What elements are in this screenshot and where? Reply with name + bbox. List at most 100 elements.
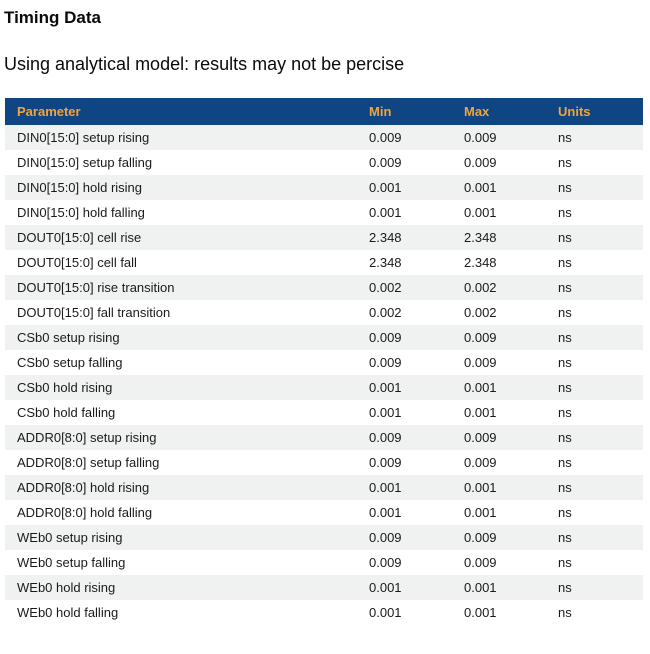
table-row: DOUT0[15:0] rise transition 0.002 0.002 ns	[5, 275, 643, 300]
table-row: DIN0[15:0] setup falling 0.009 0.009 ns	[5, 150, 643, 175]
table-row: ADDR0[8:0] setup rising 0.009 0.009 ns	[5, 425, 643, 450]
units-cell: ns	[558, 330, 572, 345]
parameter-cell: WEb0 hold rising	[17, 580, 116, 595]
max-cell: 0.001	[464, 405, 497, 420]
max-cell: 0.009	[464, 155, 497, 170]
min-cell: 0.001	[369, 580, 402, 595]
table-row: WEb0 setup falling 0.009 0.009 ns	[5, 550, 643, 575]
timing-table-header: Parameter Min Max Units	[5, 98, 643, 125]
parameter-cell: DIN0[15:0] hold rising	[17, 180, 143, 195]
column-header-min: Min	[364, 98, 459, 125]
units-cell: ns	[558, 580, 572, 595]
parameter-cell: DIN0[15:0] hold falling	[17, 205, 145, 220]
parameter-cell: DIN0[15:0] setup rising	[17, 130, 150, 145]
min-cell: 0.001	[369, 180, 402, 195]
page-title: Timing Data	[4, 8, 101, 27]
max-cell: 0.001	[464, 180, 497, 195]
min-cell: 0.001	[369, 480, 402, 495]
parameter-cell: ADDR0[8:0] setup rising	[17, 430, 157, 445]
min-cell: 2.348	[369, 230, 402, 245]
min-cell: 0.009	[369, 130, 402, 145]
units-cell: ns	[558, 255, 572, 270]
parameter-cell: CSb0 hold falling	[17, 405, 116, 420]
min-cell: 0.009	[369, 555, 402, 570]
max-cell: 0.001	[464, 580, 497, 595]
max-cell: 0.001	[464, 605, 497, 620]
parameter-cell: WEb0 hold falling	[17, 605, 119, 620]
table-row: DIN0[15:0] hold rising 0.001 0.001 ns	[5, 175, 643, 200]
table-row: CSb0 setup falling 0.009 0.009 ns	[5, 350, 643, 375]
min-cell: 2.348	[369, 255, 402, 270]
parameter-cell: ADDR0[8:0] setup falling	[17, 455, 160, 470]
table-row: ADDR0[8:0] hold rising 0.001 0.001 ns	[5, 475, 643, 500]
min-cell: 0.001	[369, 405, 402, 420]
units-cell: ns	[558, 480, 572, 495]
parameter-cell: CSb0 hold rising	[17, 380, 113, 395]
column-header-parameter: Parameter	[5, 98, 364, 125]
parameter-cell: DIN0[15:0] setup falling	[17, 155, 153, 170]
timing-table: Parameter Min Max Units DIN0[15:0] setup…	[5, 98, 643, 625]
units-cell: ns	[558, 555, 572, 570]
units-cell: ns	[558, 355, 572, 370]
table-row: ADDR0[8:0] hold falling 0.001 0.001 ns	[5, 500, 643, 525]
table-row: DOUT0[15:0] cell rise 2.348 2.348 ns	[5, 225, 643, 250]
max-cell: 0.009	[464, 530, 497, 545]
min-cell: 0.009	[369, 455, 402, 470]
min-cell: 0.009	[369, 530, 402, 545]
units-cell: ns	[558, 180, 572, 195]
units-cell: ns	[558, 280, 572, 295]
units-cell: ns	[558, 380, 572, 395]
min-cell: 0.001	[369, 380, 402, 395]
units-cell: ns	[558, 205, 572, 220]
units-cell: ns	[558, 505, 572, 520]
table-row: CSb0 hold falling 0.001 0.001 ns	[5, 400, 643, 425]
table-row: CSb0 hold rising 0.001 0.001 ns	[5, 375, 643, 400]
max-cell: 0.009	[464, 555, 497, 570]
max-cell: 0.009	[464, 455, 497, 470]
table-row: DOUT0[15:0] cell fall 2.348 2.348 ns	[5, 250, 643, 275]
units-cell: ns	[558, 605, 572, 620]
parameter-cell: WEb0 setup rising	[17, 530, 123, 545]
min-cell: 0.001	[369, 605, 402, 620]
max-cell: 0.009	[464, 330, 497, 345]
max-cell: 0.002	[464, 280, 497, 295]
parameter-cell: CSb0 setup rising	[17, 330, 120, 345]
max-cell: 2.348	[464, 230, 497, 245]
max-cell: 2.348	[464, 255, 497, 270]
max-cell: 0.001	[464, 505, 497, 520]
max-cell: 0.001	[464, 205, 497, 220]
table-row: ADDR0[8:0] setup falling 0.009 0.009 ns	[5, 450, 643, 475]
table-row: DIN0[15:0] setup rising 0.009 0.009 ns	[5, 125, 643, 150]
units-cell: ns	[558, 530, 572, 545]
units-cell: ns	[558, 305, 572, 320]
parameter-cell: WEb0 setup falling	[17, 555, 126, 570]
units-cell: ns	[558, 130, 572, 145]
min-cell: 0.009	[369, 155, 402, 170]
max-cell: 0.009	[464, 355, 497, 370]
min-cell: 0.009	[369, 430, 402, 445]
table-row: WEb0 setup rising 0.009 0.009 ns	[5, 525, 643, 550]
parameter-cell: CSb0 setup falling	[17, 355, 123, 370]
units-cell: ns	[558, 455, 572, 470]
min-cell: 0.002	[369, 305, 402, 320]
table-row: DOUT0[15:0] fall transition 0.002 0.002 ns	[5, 300, 643, 325]
parameter-cell: DOUT0[15:0] cell rise	[17, 230, 142, 245]
parameter-cell: ADDR0[8:0] hold falling	[17, 505, 153, 520]
column-header-units: Units	[553, 98, 643, 125]
parameter-cell: DOUT0[15:0] cell fall	[17, 255, 137, 270]
max-cell: 0.002	[464, 305, 497, 320]
min-cell: 0.002	[369, 280, 402, 295]
parameter-cell: ADDR0[8:0] hold rising	[17, 480, 150, 495]
table-row: WEb0 hold rising 0.001 0.001 ns	[5, 575, 643, 600]
min-cell: 0.009	[369, 355, 402, 370]
header-row: Parameter Min Max Units	[5, 98, 643, 125]
max-cell: 0.001	[464, 480, 497, 495]
max-cell: 0.009	[464, 430, 497, 445]
units-cell: ns	[558, 430, 572, 445]
page-subtitle: Using analytical model: results may not …	[4, 54, 405, 74]
min-cell: 0.009	[369, 330, 402, 345]
parameter-cell: DOUT0[15:0] fall transition	[17, 305, 171, 320]
timing-table-body: DIN0[15:0] setup rising 0.009 0.009 ns DIN0[…	[5, 125, 643, 625]
table-row: CSb0 setup rising 0.009 0.009 ns	[5, 325, 643, 350]
table-row: DIN0[15:0] hold falling 0.001 0.001 ns	[5, 200, 643, 225]
